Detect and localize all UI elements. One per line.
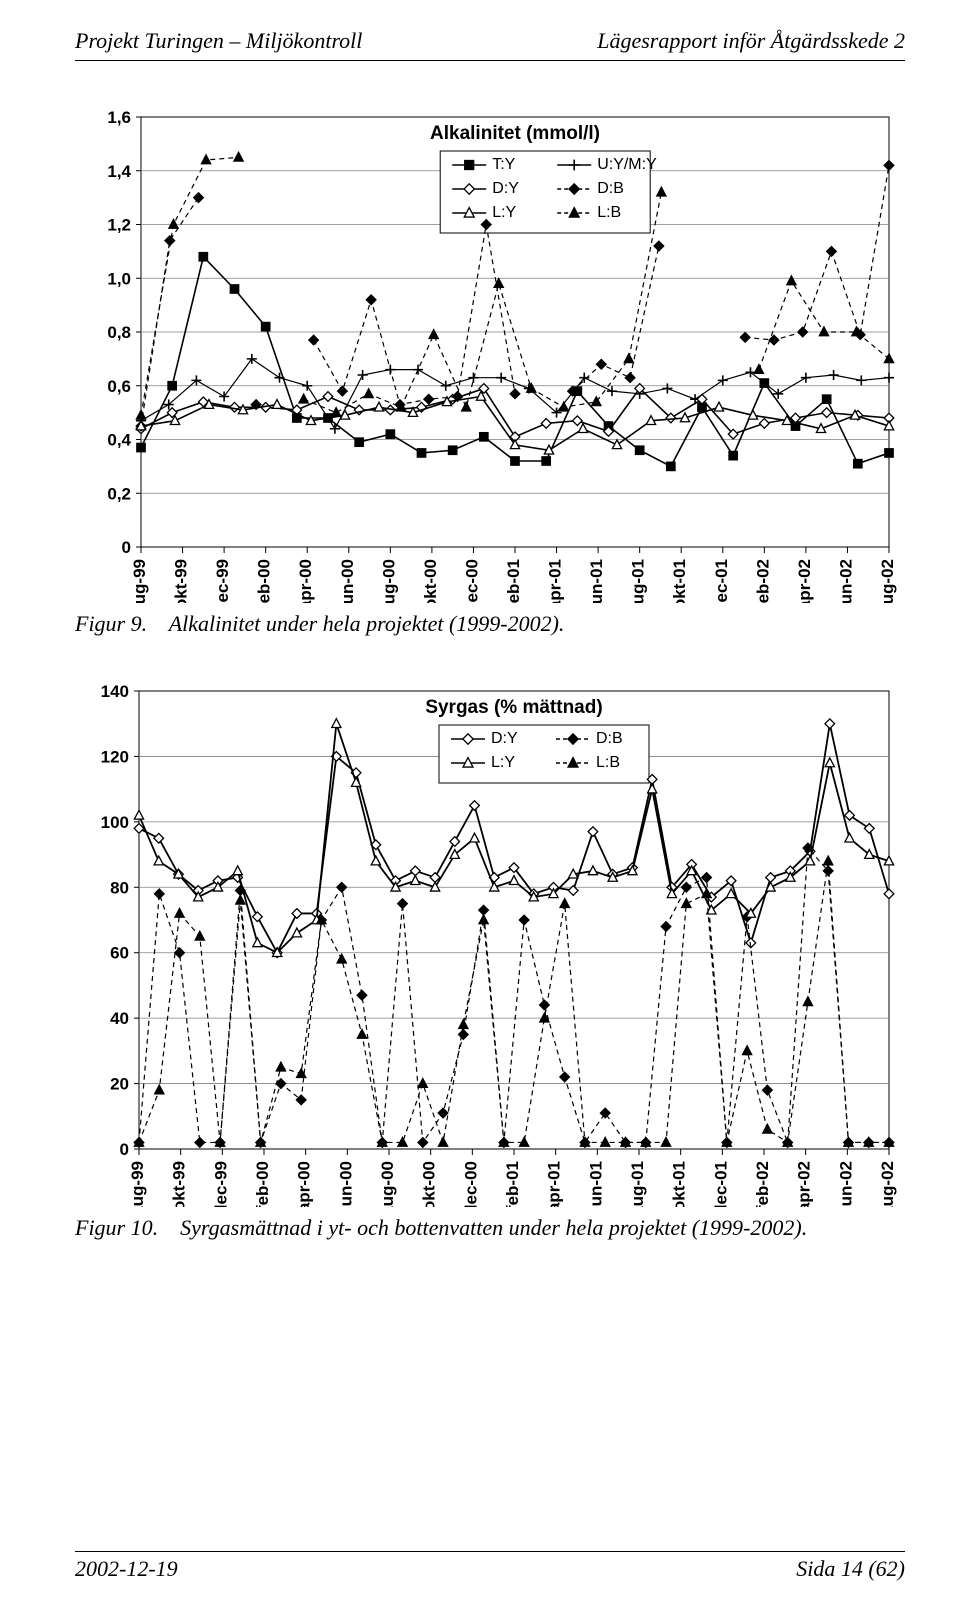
- svg-text:100: 100: [101, 813, 129, 832]
- footer-date: 2002-12-19: [75, 1556, 178, 1582]
- svg-text:feb-02: feb-02: [753, 559, 772, 603]
- svg-text:feb-00: feb-00: [255, 559, 274, 603]
- svg-text:T:Y: T:Y: [492, 156, 515, 173]
- svg-text:dec-99: dec-99: [213, 559, 232, 603]
- svg-text:jun-01: jun-01: [587, 559, 606, 603]
- svg-text:U:Y/M:Y: U:Y/M:Y: [597, 156, 657, 173]
- svg-text:okt-00: okt-00: [420, 1161, 439, 1207]
- header-rule: [75, 60, 905, 61]
- svg-text:1,4: 1,4: [107, 162, 131, 181]
- svg-text:80: 80: [110, 878, 129, 897]
- svg-text:apr-02: apr-02: [795, 559, 814, 603]
- svg-text:Syrgas (% mättnad): Syrgas (% mättnad): [425, 697, 602, 718]
- svg-text:okt-99: okt-99: [172, 559, 191, 603]
- svg-text:0: 0: [120, 1140, 129, 1159]
- svg-text:dec-99: dec-99: [211, 1161, 230, 1207]
- svg-text:jun-00: jun-00: [336, 1161, 355, 1207]
- svg-text:feb-01: feb-01: [503, 1161, 522, 1207]
- svg-text:1,6: 1,6: [107, 108, 131, 127]
- svg-text:okt-00: okt-00: [421, 559, 440, 603]
- svg-text:Alkalinitet (mmol/l): Alkalinitet (mmol/l): [430, 123, 600, 144]
- svg-text:okt-99: okt-99: [170, 1161, 189, 1207]
- svg-text:1,0: 1,0: [107, 269, 131, 288]
- svg-text:D:Y: D:Y: [492, 180, 519, 197]
- svg-text:apr-01: apr-01: [546, 559, 565, 603]
- svg-text:apr-02: apr-02: [795, 1161, 814, 1207]
- figure-9-label: Figur 9.: [75, 611, 147, 636]
- oxygen-chart: 0 20 40 60 80 100 120 140 aug-99 okt-99 dec-99 feb-…: [75, 677, 905, 1207]
- svg-text:jun-02: jun-02: [836, 1161, 855, 1207]
- svg-text:0,8: 0,8: [107, 323, 131, 342]
- svg-text:aug-00: aug-00: [379, 559, 398, 603]
- svg-text:D:B: D:B: [596, 730, 623, 747]
- svg-text:aug-01: aug-01: [629, 559, 648, 603]
- svg-text:L:Y: L:Y: [492, 204, 516, 221]
- svg-text:1,2: 1,2: [107, 216, 131, 235]
- svg-text:dec-00: dec-00: [461, 1161, 480, 1207]
- svg-text:feb-00: feb-00: [253, 1161, 272, 1207]
- svg-text:feb-02: feb-02: [753, 1161, 772, 1207]
- svg-text:jun-02: jun-02: [836, 559, 855, 603]
- svg-text:0,6: 0,6: [107, 377, 131, 396]
- footer-page: Sida 14 (62): [796, 1556, 905, 1582]
- alkalinity-chart: 0 0,2 0,4 0,6 0,8 1,0 1,2 1,4 1,6 aug-99 okt-99 dec…: [75, 103, 905, 603]
- svg-text:okt-01: okt-01: [670, 559, 689, 603]
- figure-10-text: Syrgasmättnad i yt- och bottenvatten und…: [180, 1215, 807, 1240]
- figure-10-label: Figur 10.: [75, 1215, 158, 1240]
- svg-text:dec-00: dec-00: [462, 559, 481, 603]
- header-left: Projekt Turingen – Miljökontroll: [75, 28, 362, 54]
- svg-text:120: 120: [101, 747, 129, 766]
- svg-text:aug-02: aug-02: [878, 1161, 897, 1207]
- svg-text:0,2: 0,2: [107, 484, 131, 503]
- svg-text:okt-01: okt-01: [670, 1161, 689, 1207]
- svg-text:aug-01: aug-01: [628, 1161, 647, 1207]
- svg-text:D:Y: D:Y: [491, 730, 518, 747]
- svg-text:L:B: L:B: [597, 204, 621, 221]
- figure-9-text: Alkalinitet under hela projektet (1999-2…: [169, 611, 565, 636]
- svg-text:140: 140: [101, 682, 129, 701]
- svg-text:jun-01: jun-01: [586, 1161, 605, 1207]
- svg-text:L:Y: L:Y: [491, 754, 515, 771]
- svg-text:60: 60: [110, 944, 129, 963]
- svg-text:aug-99: aug-99: [130, 559, 149, 603]
- svg-text:dec-01: dec-01: [712, 559, 731, 603]
- svg-text:apr-00: apr-00: [296, 559, 315, 603]
- svg-text:aug-02: aug-02: [878, 559, 897, 603]
- header-right: Lägesrapport inför Åtgärdsskede 2: [597, 28, 905, 54]
- svg-text:20: 20: [110, 1075, 129, 1094]
- svg-text:0: 0: [122, 538, 131, 557]
- svg-text:0,4: 0,4: [107, 431, 131, 450]
- svg-text:aug-00: aug-00: [378, 1161, 397, 1207]
- svg-text:aug-99: aug-99: [128, 1161, 147, 1207]
- svg-text:jun-00: jun-00: [338, 559, 357, 603]
- svg-text:dec-01: dec-01: [711, 1161, 730, 1207]
- svg-text:apr-00: apr-00: [295, 1161, 314, 1207]
- svg-text:40: 40: [110, 1009, 129, 1028]
- svg-text:D:B: D:B: [597, 180, 624, 197]
- svg-text:L:B: L:B: [596, 754, 620, 771]
- svg-text:feb-01: feb-01: [504, 559, 523, 603]
- svg-text:apr-01: apr-01: [545, 1161, 564, 1207]
